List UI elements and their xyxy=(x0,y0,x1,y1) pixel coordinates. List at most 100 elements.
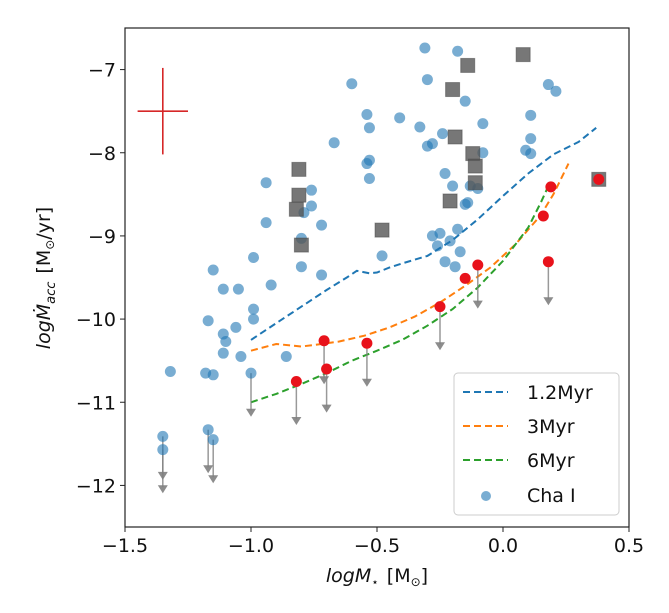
x-axis-label-unit: [M xyxy=(387,565,411,587)
square-point xyxy=(288,201,304,217)
y-axis: −7 −8 −9 −10 −11 −12 xyxy=(76,60,125,497)
cha-i-point xyxy=(248,252,260,264)
y-axis-label-unit-sub: ⊙ xyxy=(43,240,57,250)
y-tick-label: −10 xyxy=(76,309,116,331)
x-axis-label-unit-sub: ⊙ xyxy=(411,575,421,589)
cha-i-point xyxy=(207,369,219,381)
data-layer xyxy=(157,42,607,494)
cha-i-point xyxy=(164,365,176,377)
red-point xyxy=(361,337,373,349)
cha-i-point xyxy=(452,223,464,235)
cha-i-point xyxy=(207,434,219,446)
upper-limit-arrow-head xyxy=(246,408,256,417)
square-point xyxy=(460,57,476,73)
cha-i-point xyxy=(260,177,272,189)
red-point xyxy=(593,173,605,185)
y-axis-label-sub: acc xyxy=(44,282,59,304)
x-tick-label: 0.5 xyxy=(614,535,644,557)
line-6myr xyxy=(250,185,550,404)
cha-i-point xyxy=(346,78,358,90)
x-axis-label-sub: ⋆ xyxy=(371,575,379,589)
x-axis: −1.5 −1.0 −0.5 0.0 0.5 xyxy=(102,527,644,557)
cha-i-point xyxy=(394,112,406,124)
cha-i-point xyxy=(157,444,169,456)
square-point xyxy=(467,175,483,191)
x-axis-label-unit-close: ] xyxy=(421,565,428,587)
y-axis-label-unit: [M xyxy=(33,250,55,274)
red-point xyxy=(434,301,446,313)
square-point xyxy=(293,237,309,253)
cha-i-point xyxy=(363,122,375,134)
x-tick-label: −1.5 xyxy=(102,535,148,557)
upper-limit-arrow-head xyxy=(435,342,445,351)
cha-i-point xyxy=(444,235,456,247)
legend-label-6myr: 6Myr xyxy=(527,450,575,472)
upper-limit-arrow-head xyxy=(361,378,372,387)
upper-limit-arrow-head xyxy=(157,485,168,494)
cha-i-point xyxy=(232,283,244,295)
cha-i-point xyxy=(454,246,466,258)
square-point xyxy=(465,146,481,162)
cha-i-point xyxy=(157,430,169,442)
red-point xyxy=(318,335,330,347)
cha-i-point xyxy=(248,313,260,325)
cha-i-point xyxy=(202,315,214,327)
cha-i-point xyxy=(447,180,459,192)
red-point xyxy=(321,363,333,375)
cha-i-point xyxy=(550,85,562,97)
legend-label-1.2myr: 1.2Myr xyxy=(527,382,593,404)
x-tick-label: −1.0 xyxy=(228,535,274,557)
cha-i-point xyxy=(202,424,214,436)
y-axis-label-unit-close: /yr] xyxy=(33,207,55,240)
cha-i-point xyxy=(316,269,328,281)
upper-limit-arrow-head xyxy=(321,404,332,413)
cha-i-point xyxy=(542,79,554,91)
y-tick-label: −12 xyxy=(76,475,116,497)
legend: 1.2Myr 3Myr 6Myr Cha I xyxy=(453,372,620,516)
cha-i-point xyxy=(459,198,471,210)
cha-i-point xyxy=(220,336,232,348)
red-point xyxy=(542,256,554,268)
red-point xyxy=(472,259,484,271)
cha-i-point xyxy=(245,367,257,379)
cha-i-point xyxy=(230,321,242,333)
line-1-2myr xyxy=(250,127,597,341)
cha-i-point xyxy=(235,351,247,363)
line-3myr xyxy=(250,163,570,352)
y-tick-label: −8 xyxy=(88,143,116,165)
upper-limit-arrow-head xyxy=(291,417,302,426)
cha-i-point xyxy=(328,137,340,149)
upper-limit-arrow-head xyxy=(472,300,483,309)
cha-i-point xyxy=(431,240,443,252)
cha-i-point xyxy=(439,168,451,180)
cha-i-point xyxy=(361,108,373,120)
cha-i-point xyxy=(419,42,431,54)
cha-i-point xyxy=(452,45,464,57)
cha-i-point xyxy=(437,128,449,140)
cha-i-point xyxy=(421,74,433,86)
red-point xyxy=(459,272,471,284)
y-tick-label: −11 xyxy=(76,392,116,414)
cha-i-point xyxy=(525,109,537,121)
x-tick-label: 0.0 xyxy=(488,535,518,557)
y-axis-label-main: logṀ xyxy=(32,304,55,349)
cha-i-point xyxy=(207,264,219,276)
x-tick-label: −0.5 xyxy=(354,535,400,557)
square-point xyxy=(374,222,390,238)
y-tick-label: −7 xyxy=(88,60,116,82)
square-point xyxy=(467,158,483,174)
cha-i-point xyxy=(376,250,388,262)
cha-i-point xyxy=(363,173,375,185)
cha-i-point xyxy=(316,219,328,231)
cha-i-point xyxy=(426,138,438,150)
square-point xyxy=(291,161,307,177)
cha-i-point xyxy=(525,148,537,160)
cha-i-point xyxy=(265,279,277,291)
cha-i-point xyxy=(426,230,438,242)
error-cross xyxy=(137,67,188,155)
cha-i-point xyxy=(363,154,375,166)
cha-i-point xyxy=(305,184,317,196)
red-point xyxy=(290,375,302,387)
cha-i-point xyxy=(477,118,489,130)
cha-i-point xyxy=(295,261,307,273)
